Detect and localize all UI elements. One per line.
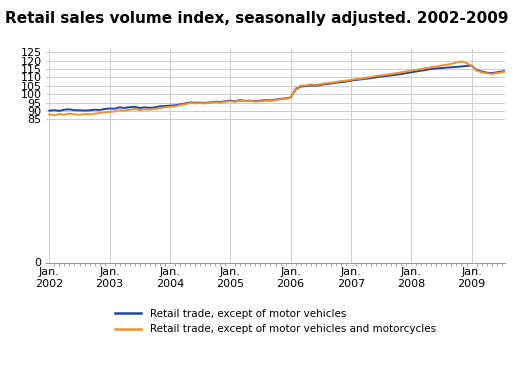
Text: Retail sales volume index, seasonally adjusted. 2002-2009: Retail sales volume index, seasonally ad… <box>5 11 509 26</box>
Legend: Retail trade, except of motor vehicles, Retail trade, except of motor vehicles a: Retail trade, except of motor vehicles, … <box>111 305 440 339</box>
